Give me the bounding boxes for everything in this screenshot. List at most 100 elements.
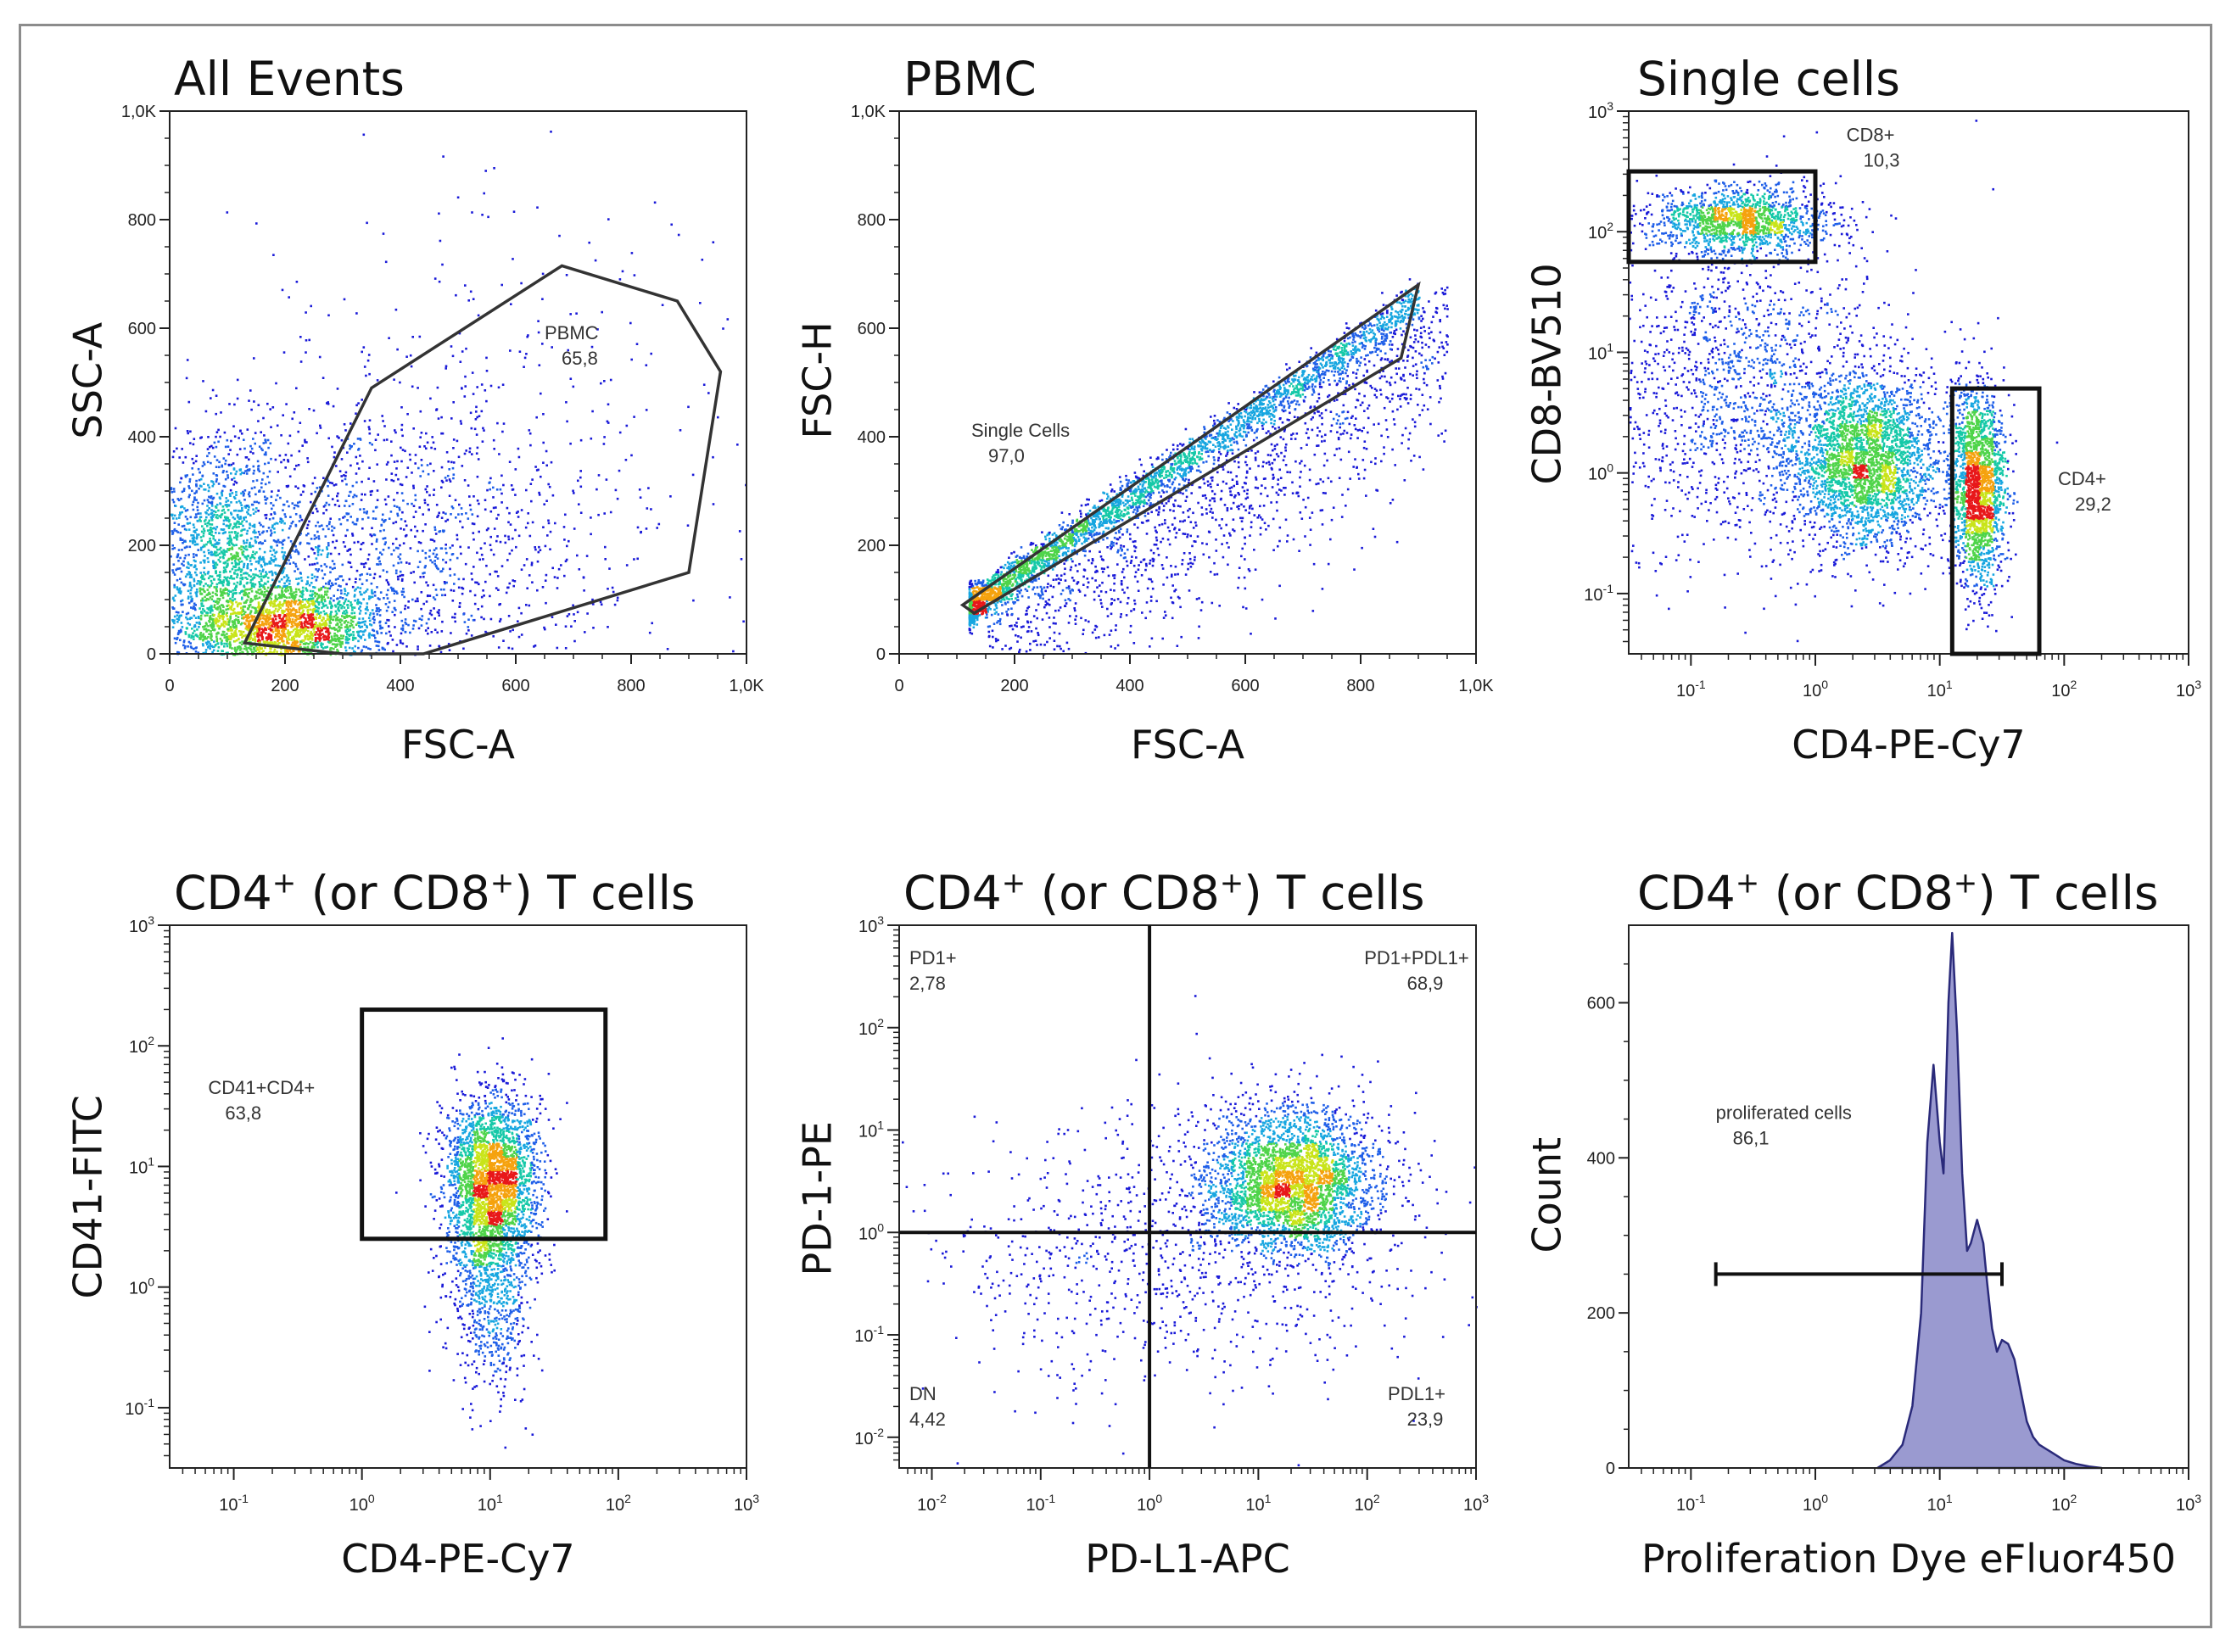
- data-point: [211, 516, 215, 518]
- data-point: [196, 505, 198, 509]
- data-point: [245, 649, 248, 651]
- data-point: [281, 589, 283, 592]
- data-point: [233, 654, 237, 656]
- data-point: [399, 381, 401, 384]
- data-point: [304, 623, 306, 627]
- data-point: [197, 520, 199, 522]
- data-point: [240, 492, 243, 495]
- data-point: [177, 589, 180, 591]
- data-point: [246, 428, 249, 431]
- data-point: [249, 514, 252, 516]
- data-point: [609, 511, 612, 514]
- data-point: [341, 605, 344, 607]
- data-point: [545, 500, 548, 502]
- data-point: [325, 604, 327, 607]
- data-point: [1334, 344, 1337, 347]
- data-point: [526, 587, 528, 589]
- data-point: [419, 436, 422, 438]
- data-point: [199, 512, 202, 515]
- data-point: [260, 579, 263, 582]
- data-point: [236, 648, 238, 651]
- data-point: [394, 607, 396, 610]
- data-point: [282, 622, 284, 625]
- data-point: [216, 602, 219, 606]
- data-point: [540, 475, 542, 478]
- data-point: [520, 282, 523, 285]
- data-point: [373, 533, 377, 537]
- data-point: [494, 570, 496, 573]
- data-point: [405, 355, 408, 358]
- data-point: [226, 559, 229, 562]
- data-point: [230, 637, 232, 639]
- data-point: [258, 620, 261, 622]
- data-point: [171, 514, 174, 517]
- data-point: [456, 533, 459, 537]
- data-point: [414, 600, 417, 603]
- data-point: [258, 470, 261, 473]
- data-point: [227, 542, 231, 544]
- data-point: [349, 625, 352, 628]
- data-point: [1015, 569, 1017, 572]
- data-point: [362, 562, 366, 566]
- data-point: [433, 470, 435, 472]
- data-point: [369, 494, 372, 496]
- data-point: [304, 635, 306, 638]
- data-point: [265, 513, 268, 516]
- data-point: [277, 622, 280, 624]
- data-point: [293, 643, 296, 645]
- data-point: [411, 628, 415, 630]
- data-point: [249, 622, 251, 626]
- data-point: [251, 582, 254, 585]
- data-point: [478, 558, 481, 561]
- data-point: [395, 505, 399, 508]
- data-point: [377, 610, 380, 613]
- data-point: [368, 567, 371, 570]
- data-point: [222, 508, 225, 511]
- data-point: [171, 491, 174, 494]
- data-point: [232, 595, 234, 599]
- data-point: [437, 417, 440, 420]
- data-point: [251, 619, 254, 622]
- data-point: [290, 622, 294, 626]
- data-point: [342, 541, 345, 544]
- data-point: [371, 589, 373, 592]
- data-point: [431, 539, 434, 541]
- y-tick-label: 1,0K: [121, 103, 157, 121]
- data-point: [407, 623, 410, 627]
- data-point: [233, 631, 237, 634]
- data-point: [331, 627, 333, 630]
- data-point: [258, 645, 261, 648]
- data-point: [221, 612, 224, 616]
- data-point: [327, 583, 330, 586]
- data-point: [266, 614, 269, 617]
- data-point: [236, 603, 239, 606]
- data-point: [298, 578, 300, 580]
- data-point: [201, 525, 204, 527]
- data-point: [245, 466, 248, 468]
- data-point: [394, 521, 398, 523]
- data-point: [171, 532, 175, 534]
- data-point: [241, 551, 243, 554]
- data-point: [262, 442, 266, 444]
- data-point: [198, 622, 201, 625]
- data-point: [230, 501, 232, 504]
- data-point: [222, 556, 225, 560]
- data-point: [394, 626, 396, 628]
- data-point: [294, 485, 297, 488]
- data-point: [220, 594, 222, 597]
- data-point: [198, 589, 202, 593]
- data-point: [181, 599, 184, 602]
- data-point: [266, 475, 269, 478]
- data-point: [235, 494, 238, 496]
- data-point: [197, 549, 199, 551]
- data-point: [604, 545, 607, 549]
- data-point: [255, 479, 259, 482]
- data-point: [313, 552, 316, 555]
- data-point: [209, 606, 211, 609]
- data-point: [246, 555, 249, 558]
- data-point: [238, 547, 241, 550]
- data-point: [219, 578, 221, 582]
- data-point: [502, 422, 506, 425]
- data-point: [1367, 360, 1371, 363]
- data-point: [192, 647, 195, 650]
